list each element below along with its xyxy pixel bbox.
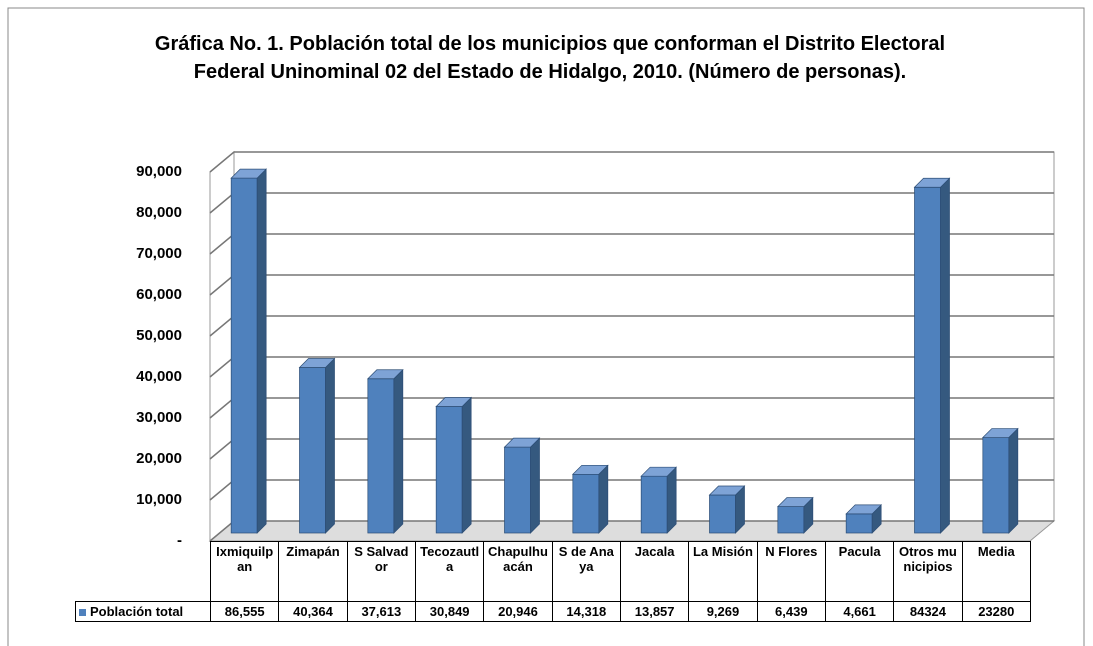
x-tick-label: La Misión bbox=[688, 541, 758, 602]
bar-top bbox=[503, 437, 541, 448]
bar-side bbox=[530, 437, 540, 534]
bar-top bbox=[230, 168, 268, 179]
grid-line bbox=[209, 151, 1054, 173]
data-label: 13,857 bbox=[619, 601, 690, 622]
x-tick-label: Tecozautla bbox=[414, 541, 485, 602]
bar bbox=[230, 177, 258, 534]
bar bbox=[640, 475, 668, 534]
bar-top bbox=[845, 504, 883, 515]
bar-top bbox=[981, 428, 1019, 438]
bar bbox=[299, 367, 326, 534]
x-tick-label: Ixmiquilpan bbox=[209, 541, 280, 602]
y-tick-label: 10,000 bbox=[136, 491, 182, 508]
data-label: 9,269 bbox=[688, 601, 758, 622]
bar-side bbox=[325, 357, 335, 534]
y-tick-label: 40,000 bbox=[136, 368, 182, 385]
bar-top bbox=[640, 466, 678, 477]
bar bbox=[709, 494, 736, 534]
bar-top bbox=[366, 369, 404, 380]
data-label: 40,364 bbox=[278, 601, 348, 622]
data-label: 84324 bbox=[893, 601, 963, 622]
y-tick-label: - bbox=[177, 532, 182, 549]
y-tick-label: 70,000 bbox=[136, 245, 182, 262]
data-label: 37,613 bbox=[346, 601, 416, 622]
bar-side bbox=[598, 464, 609, 534]
bar-side bbox=[940, 177, 950, 534]
bar-top bbox=[298, 358, 336, 368]
bar bbox=[367, 378, 395, 534]
bar bbox=[914, 186, 941, 534]
data-table: Ixmiquilpan Zimapán S Salvador Tecozautla Ch… bbox=[75, 541, 1031, 622]
bar bbox=[845, 513, 873, 534]
corner bbox=[75, 541, 211, 602]
x-tick-label: N Flores bbox=[756, 541, 826, 602]
legend-entry: Población total bbox=[75, 601, 211, 622]
bar bbox=[435, 406, 463, 534]
x-tick-label: Otros municipios bbox=[893, 541, 963, 602]
bar-side bbox=[666, 466, 677, 534]
data-label: 86,555 bbox=[209, 601, 280, 622]
bar-top bbox=[708, 485, 746, 496]
bar-side bbox=[1008, 427, 1019, 534]
bar bbox=[777, 506, 805, 534]
bar-top bbox=[913, 177, 951, 188]
bar bbox=[504, 446, 531, 534]
value-row: Población total 86,555 40,364 37,613 30,849 2… bbox=[75, 601, 1031, 622]
y-tick-label: 20,000 bbox=[136, 450, 182, 467]
chart-title: Gráfica No. 1. Población total de los mu… bbox=[154, 33, 946, 83]
bar bbox=[572, 473, 600, 534]
bar-top bbox=[571, 464, 609, 475]
x-tick-label: Pacula bbox=[824, 541, 895, 602]
y-tick-label: 90,000 bbox=[136, 163, 182, 180]
data-label: 4,661 bbox=[824, 601, 895, 622]
header-row: Ixmiquilpan Zimapán S Salvador Tecozautla Ch… bbox=[75, 541, 1031, 602]
x-tick-label: Chapulhuacán bbox=[483, 541, 553, 602]
y-tick-label: 80,000 bbox=[136, 204, 182, 221]
bar bbox=[982, 437, 1010, 534]
bar-top bbox=[776, 497, 814, 507]
bar-side bbox=[461, 396, 472, 534]
y-tick-label: 50,000 bbox=[136, 327, 182, 344]
data-label: 23280 bbox=[961, 601, 1031, 622]
legend-key bbox=[79, 609, 86, 617]
data-label: 6,439 bbox=[756, 601, 826, 622]
y-tick-label: 30,000 bbox=[136, 409, 182, 426]
data-label: 14,318 bbox=[551, 601, 621, 622]
bar-top bbox=[435, 397, 473, 407]
x-tick-label: S Salvador bbox=[346, 541, 416, 602]
x-tick-label: Media bbox=[961, 541, 1031, 602]
y-tick-label: 60,000 bbox=[136, 286, 182, 303]
data-label: 30,849 bbox=[414, 601, 485, 622]
legend-label: Población total bbox=[90, 604, 184, 619]
bar-side bbox=[256, 168, 267, 534]
bar-side bbox=[393, 368, 404, 534]
chart-border bbox=[7, 7, 1085, 646]
x-tick-label: S de Anaya bbox=[551, 541, 621, 602]
data-label: 20,946 bbox=[483, 601, 553, 622]
x-tick-label: Jacala bbox=[619, 541, 690, 602]
x-tick-label: Zimapán bbox=[278, 541, 348, 602]
